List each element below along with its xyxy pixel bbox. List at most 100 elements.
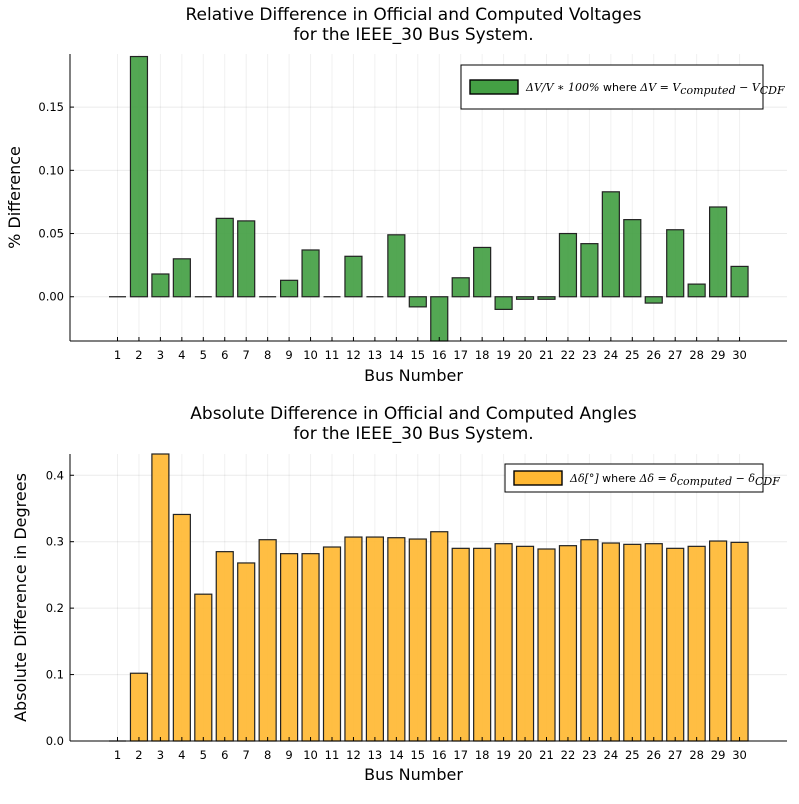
x-tick-label: 26 xyxy=(646,748,661,762)
bar-bus-11 xyxy=(322,546,342,742)
bar-bus-3 xyxy=(151,453,170,742)
x-tick-label: 13 xyxy=(368,748,383,762)
bar-bus-22 xyxy=(558,545,578,742)
x-tick-label: 3 xyxy=(157,348,164,362)
x-tick-label: 12 xyxy=(346,748,361,762)
bar-bus-4 xyxy=(172,513,191,742)
x-tick-label: 4 xyxy=(178,348,185,362)
bar-bus-9 xyxy=(280,279,299,298)
bar-bus-7 xyxy=(237,220,256,298)
chart-title: Absolute Difference in Official and Comp… xyxy=(190,404,637,424)
x-tick-label: 7 xyxy=(243,348,250,362)
x-tick-label: 5 xyxy=(200,348,207,362)
bar-bus-24 xyxy=(601,191,620,298)
legend-label-part: Δδ = δ xyxy=(638,472,677,485)
bar-bus-12 xyxy=(344,255,363,298)
x-tick-label: 23 xyxy=(582,748,597,762)
bar-bus-27 xyxy=(666,547,685,742)
bar-bus-10 xyxy=(301,249,320,298)
bar-bus-6 xyxy=(215,551,234,742)
x-tick-label: 4 xyxy=(178,748,185,762)
x-tick-label: 6 xyxy=(221,348,228,362)
bar-bus-2 xyxy=(129,672,149,742)
bar-bus-9 xyxy=(280,553,299,742)
bar-bus-12 xyxy=(344,536,363,742)
bar-bus-19 xyxy=(494,296,513,310)
x-tick-label: 9 xyxy=(285,348,292,362)
bar-bus-15 xyxy=(408,538,427,742)
bar-bus-5 xyxy=(194,593,213,742)
bar-bus-20 xyxy=(515,296,535,300)
y-tick-label: 0.1 xyxy=(46,668,64,682)
bar-bus-14 xyxy=(387,537,406,742)
legend-label-part: − δ xyxy=(732,472,755,485)
x-axis-label: Bus Number xyxy=(364,765,463,784)
x-tick-label: 6 xyxy=(221,748,228,762)
legend-label-part: where xyxy=(599,81,640,94)
bar-bus-13 xyxy=(365,536,384,742)
x-tick-label: 2 xyxy=(135,748,142,762)
x-tick-label: 19 xyxy=(496,348,511,362)
x-tick-label: 20 xyxy=(518,748,533,762)
legend-label-part: CDF xyxy=(760,84,785,97)
legend-label-part: Δδ[°] xyxy=(569,472,599,485)
legend-label-part: computed xyxy=(677,475,732,488)
x-tick-label: 29 xyxy=(711,348,726,362)
legend-swatch xyxy=(469,79,519,95)
x-tick-label: 7 xyxy=(243,748,250,762)
bar-bus-22 xyxy=(558,232,578,298)
x-tick-label: 12 xyxy=(346,348,361,362)
chart-panel-1: 0.000.050.100.151 2 3 4 5 6 7 8 9 10 11 12 13 14 15 16 1… xyxy=(5,5,787,385)
bar-bus-4 xyxy=(172,258,191,298)
y-tick-label: 0.4 xyxy=(46,468,64,482)
x-tick-label: 11 xyxy=(325,748,340,762)
legend-label: Δδ[°] where Δδ = δcomputed − δCDF xyxy=(569,472,780,488)
bar-bus-20 xyxy=(515,545,535,742)
x-tick-label: 17 xyxy=(453,748,468,762)
x-tick-label: 9 xyxy=(285,748,292,762)
bar-bus-3 xyxy=(151,273,170,298)
x-tick-label: 28 xyxy=(689,348,704,362)
y-tick-label: 0.3 xyxy=(46,535,64,549)
x-tick-label: 18 xyxy=(475,748,490,762)
bar-bus-8 xyxy=(258,539,277,742)
x-tick-label: 3 xyxy=(157,748,164,762)
x-tick-label: 2 xyxy=(135,348,142,362)
x-tick-label: 26 xyxy=(646,348,661,362)
bar-bus-24 xyxy=(601,542,620,742)
x-tick-label: 8 xyxy=(264,748,271,762)
bar-bus-25 xyxy=(623,543,642,742)
chart-title: for the IEEE_30 Bus System. xyxy=(293,25,533,45)
y-tick-label: 0.15 xyxy=(38,100,64,114)
chart-title: Relative Difference in Official and Comp… xyxy=(185,5,641,25)
x-tick-label: 24 xyxy=(604,748,619,762)
x-tick-label: 22 xyxy=(561,748,576,762)
bar-bus-19 xyxy=(494,543,513,742)
x-tick-label: 30 xyxy=(732,348,747,362)
bar-bus-18 xyxy=(473,246,492,298)
x-tick-label: 25 xyxy=(625,748,640,762)
x-tick-label: 1 xyxy=(114,748,121,762)
bar-bus-28 xyxy=(687,283,706,298)
x-tick-label: 14 xyxy=(389,348,404,362)
bar-bus-28 xyxy=(687,545,706,742)
bar-bus-29 xyxy=(708,206,728,298)
x-tick-label: 15 xyxy=(410,348,425,362)
legend-swatch xyxy=(513,470,563,486)
bar-bus-25 xyxy=(623,219,642,298)
x-tick-label: 25 xyxy=(625,348,640,362)
x-axis-label: Bus Number xyxy=(364,366,463,385)
bar-bus-26 xyxy=(644,543,663,742)
bar-bus-29 xyxy=(708,540,728,742)
x-tick-label: 19 xyxy=(496,748,511,762)
x-tick-label: 16 xyxy=(432,348,447,362)
x-tick-label: 13 xyxy=(368,348,383,362)
x-tick-label: 30 xyxy=(732,748,747,762)
legend-label-part: CDF xyxy=(755,475,780,488)
bar-bus-27 xyxy=(666,229,685,298)
x-tick-label: 20 xyxy=(518,348,533,362)
bar-bus-6 xyxy=(215,217,234,298)
x-tick-label: 14 xyxy=(389,748,404,762)
